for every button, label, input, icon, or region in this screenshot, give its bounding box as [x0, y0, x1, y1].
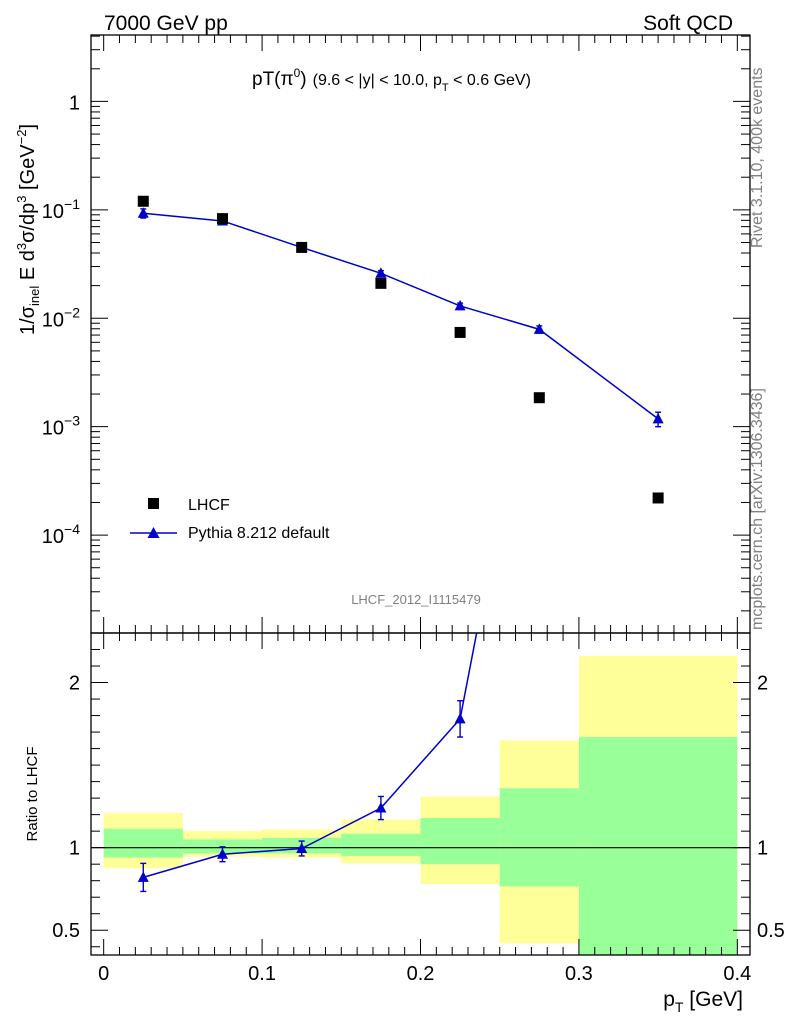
data-point: [652, 492, 664, 504]
main-y-tick-label: 10−2: [42, 304, 80, 331]
main-y-axis-label: 1/σinel E d3σ/dp3 [GeV−2]: [14, 124, 42, 335]
main-y-tick-label: 1: [69, 92, 80, 114]
ratio-point: [653, 122, 664, 132]
legend-mc-marker: [147, 527, 160, 538]
legend-data-marker: [148, 498, 159, 509]
data-markers: [137, 195, 664, 504]
mc-point: [375, 267, 387, 278]
header-left: 7000 GeV pp: [104, 12, 228, 35]
data-point: [375, 277, 387, 289]
band-inner: [499, 788, 579, 887]
ratio-y-tick-label-right: 2: [757, 673, 768, 695]
x-tick-label: 0.2: [407, 963, 435, 985]
plot-title: pT(π0) (9.6 < |y| < 10.0, pT < 0.6 GeV): [252, 66, 531, 94]
ratio-y-tick-label-right: 1: [757, 838, 768, 860]
x-tick-label: 0.1: [248, 963, 276, 985]
band-inner: [341, 833, 421, 856]
title-close: ): [300, 69, 306, 90]
ratio-y-tick-label-right: 0.5: [757, 920, 785, 942]
main-y-tick-labels: 10−4 10−3 10−2 10−1 1: [42, 92, 80, 548]
data-point: [137, 195, 149, 207]
mc-markers: [137, 207, 664, 424]
title-cut-open: (9.6 < |y| < 10.0, p: [313, 72, 442, 89]
main-frame: [90, 34, 751, 634]
mc-point: [137, 207, 149, 218]
analysis-id: LHCF_2012_I1115479: [351, 592, 481, 607]
ratio-ticks: [91, 632, 750, 955]
ratio-point: [216, 848, 228, 859]
mc-point: [454, 299, 466, 311]
ratio-point: [534, 302, 545, 313]
x-tick-label: 0.4: [723, 963, 751, 985]
ratio-y-axis-label: Ratio to LHCF: [24, 746, 41, 841]
main-y-tick-label: 10−1: [42, 196, 80, 223]
rivet-label: Rivet 3.1.10, 400k events: [749, 67, 766, 248]
x-axis-label: pT [GeV]: [663, 988, 743, 1015]
ratio-y-tick-label: 2: [69, 673, 80, 695]
ratio-point: [454, 712, 466, 724]
ratio-point: [137, 871, 149, 882]
title-cut-close: < 0.6 GeV): [449, 72, 531, 89]
legend-mc-label: Pythia 8.212 default: [188, 525, 330, 542]
ratio-markers: [137, 122, 664, 882]
main-y-tick-label: 10−3: [42, 413, 80, 440]
legend: LHCF Pythia 8.212 default: [130, 497, 330, 542]
title-sup: 0: [294, 66, 301, 80]
ratio-point: [375, 802, 387, 813]
ratio-y-tick-label: 1: [69, 838, 80, 860]
data-point: [533, 392, 545, 404]
title-cut-sub: T: [442, 82, 449, 94]
ratio-frame: [90, 632, 751, 956]
x-tick-label: 0.3: [565, 963, 593, 985]
data-point: [454, 326, 466, 338]
mc-point: [533, 323, 545, 334]
mc-series-line: [143, 212, 659, 420]
main-y-tick-label: 10−4: [42, 521, 80, 548]
legend-data-label: LHCF: [188, 497, 230, 514]
main-panel: 10−4 10−3 10−2 10−1 1: [42, 34, 751, 634]
header-right: Soft QCD: [643, 12, 733, 35]
ratio-y-tick-labels: 0.5 0.5 1 1 2 2: [52, 673, 785, 943]
main-ticks: [91, 35, 750, 633]
data-point: [296, 241, 308, 253]
ratio-y-tick-label: 0.5: [52, 920, 80, 942]
ratio-uncertainty-band-inner: [103, 737, 738, 955]
mc-point: [652, 412, 664, 424]
title-main: pT(π: [252, 69, 294, 90]
band-inner: [103, 828, 183, 858]
x-tick-labels: 0 0.1 0.2 0.3 0.4: [98, 963, 751, 985]
band-inner: [578, 737, 738, 955]
band-inner: [420, 817, 500, 865]
data-point: [216, 213, 228, 225]
ratio-point: [296, 842, 308, 853]
mcplots-label: mcplots.cern.ch [arXiv:1306.3436]: [749, 388, 766, 630]
ratio-panel: 0.5 0.5 1 1 2 2 0 0.1 0.2 0.3 0.4: [52, 122, 785, 985]
mc-error-bars: [140, 208, 662, 428]
x-tick-label: 0: [98, 963, 109, 985]
